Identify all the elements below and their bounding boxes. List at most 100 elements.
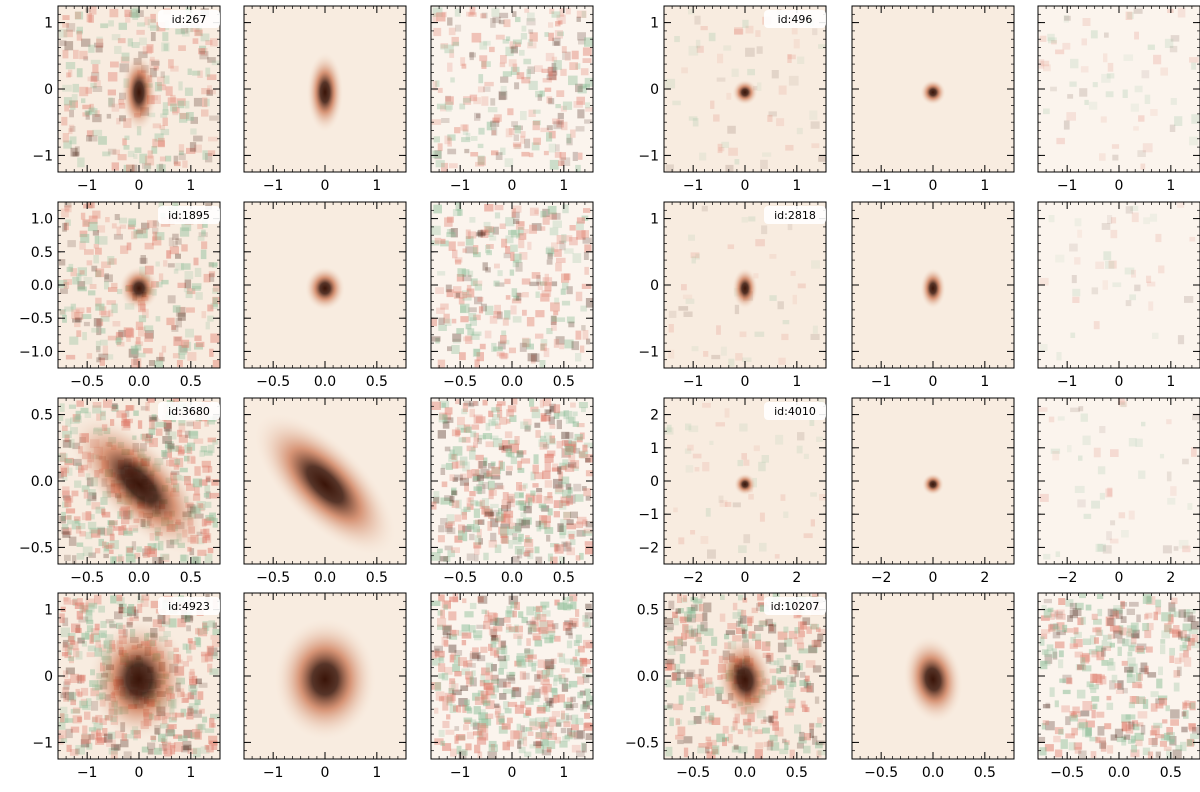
noise-pixel	[133, 356, 138, 366]
noise-pixel	[521, 616, 528, 624]
noise-pixel	[437, 143, 443, 152]
noise-pixel	[1150, 703, 1158, 712]
noise-pixel	[1118, 512, 1126, 519]
noise-pixel	[540, 344, 545, 351]
noise-pixel	[105, 217, 110, 223]
noise-pixel	[710, 100, 715, 109]
noise-pixel	[1191, 634, 1199, 643]
noise-pixel	[438, 594, 445, 602]
noise-pixel	[109, 623, 118, 629]
noise-pixel	[85, 87, 92, 94]
noise-pixel	[165, 155, 172, 162]
noise-pixel	[1092, 703, 1098, 710]
noise-pixel	[165, 444, 172, 453]
galaxy-core	[920, 79, 946, 106]
noise-pixel	[539, 399, 544, 408]
noise-pixel	[1122, 687, 1128, 694]
noise-pixel	[562, 459, 569, 468]
noise-pixel	[1131, 744, 1137, 753]
noise-pixel	[810, 121, 820, 129]
noise-pixel	[1092, 627, 1101, 633]
noise-pixel	[437, 624, 444, 630]
noise-pixel	[101, 261, 111, 268]
noise-pixel	[179, 554, 189, 564]
noise-pixel	[759, 512, 765, 522]
noise-pixel	[517, 740, 522, 749]
noise-pixel	[62, 639, 69, 648]
noise-pixel	[1125, 300, 1132, 307]
noise-pixel	[570, 601, 577, 610]
noise-pixel	[553, 404, 561, 414]
noise-pixel	[672, 100, 681, 106]
noise-pixel	[484, 511, 494, 517]
noise-pixel	[791, 26, 798, 35]
noise-pixel	[445, 95, 451, 102]
noise-pixel	[788, 75, 799, 86]
noise-pixel	[1177, 7, 1186, 18]
noise-pixel	[1097, 608, 1103, 617]
noise-pixel	[1109, 625, 1120, 632]
noise-pixel	[431, 240, 440, 246]
noise-pixel	[205, 321, 210, 330]
noise-pixel	[480, 725, 489, 733]
noise-pixel	[83, 56, 89, 61]
noise-pixel	[1161, 630, 1170, 639]
noise-pixel	[548, 71, 557, 81]
noise-pixel	[163, 419, 172, 429]
panel-data: −0.5 0.0 0.50.50.0−0.5id:10207	[625, 592, 827, 781]
noise-pixel	[777, 642, 787, 653]
noise-pixel	[75, 410, 81, 420]
noise-pixel	[570, 511, 578, 519]
noise-pixel	[63, 279, 72, 285]
noise-pixel	[438, 413, 447, 423]
noise-pixel	[533, 137, 541, 145]
noise-pixel	[514, 82, 520, 90]
noise-pixel	[553, 674, 562, 682]
noise-pixel	[80, 407, 89, 414]
galaxy-core	[118, 266, 160, 311]
noise-pixel	[89, 103, 94, 112]
noise-pixel	[159, 125, 165, 130]
noise-pixel	[463, 717, 473, 723]
noise-pixel	[472, 652, 481, 659]
noise-pixel	[154, 133, 164, 142]
noise-pixel	[175, 445, 182, 452]
noise-pixel	[537, 281, 543, 290]
noise-pixel	[104, 528, 114, 536]
noise-pixel	[512, 556, 520, 563]
noise-pixel	[556, 90, 565, 97]
noise-pixel	[488, 643, 493, 651]
noise-pixel	[532, 688, 541, 699]
noise-pixel	[210, 713, 219, 720]
noise-pixel	[1071, 275, 1077, 284]
noise-pixel	[132, 13, 139, 20]
noise-pixel	[466, 288, 475, 298]
noise-pixel	[1071, 727, 1078, 736]
noise-pixel	[108, 549, 114, 554]
noise-pixel	[724, 408, 730, 418]
noise-pixel	[546, 534, 551, 542]
noise-pixel	[92, 64, 99, 74]
noise-pixel	[499, 12, 509, 19]
noise-pixel	[67, 515, 72, 525]
noise-pixel	[755, 30, 761, 37]
noise-pixel	[705, 705, 710, 712]
noise-pixel	[1110, 229, 1118, 239]
noise-pixel	[790, 270, 796, 276]
noise-pixel	[818, 398, 825, 405]
panel-model: −2 0 2	[851, 397, 1015, 586]
noise-pixel	[86, 353, 93, 359]
noise-pixel	[72, 276, 80, 285]
noise-pixel	[1072, 711, 1081, 718]
id-label-box	[158, 402, 220, 420]
noise-pixel	[461, 749, 468, 756]
noise-pixel	[69, 336, 79, 345]
noise-pixel	[1110, 449, 1119, 457]
noise-pixel	[432, 81, 438, 91]
noise-pixel	[524, 654, 530, 662]
noise-pixel	[1089, 736, 1098, 742]
noise-pixel	[91, 327, 99, 333]
noise-pixel	[694, 15, 701, 25]
noise-pixel	[112, 556, 117, 563]
noise-pixel	[1135, 672, 1142, 682]
